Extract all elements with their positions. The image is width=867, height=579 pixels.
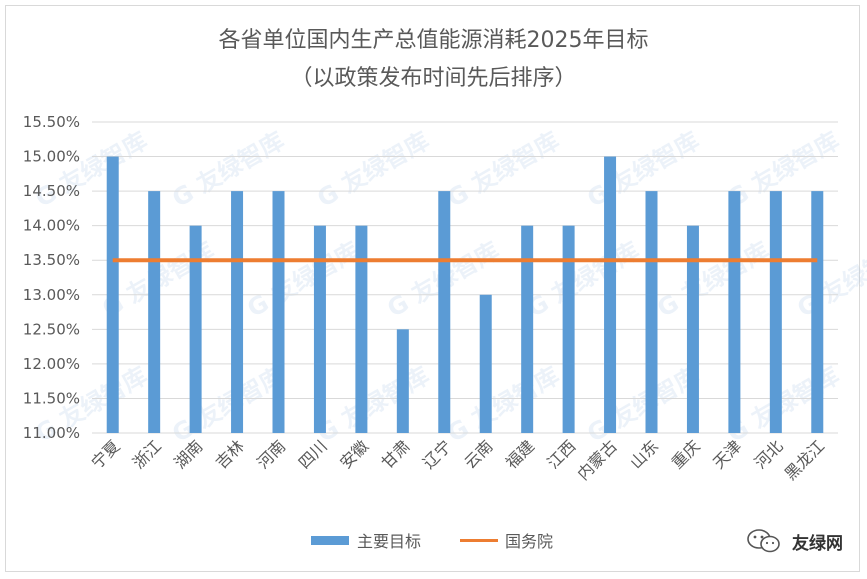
x-tick-label: 吉林 bbox=[212, 436, 248, 472]
y-tick-label: 11.50% bbox=[23, 389, 80, 407]
legend-swatch-main-target bbox=[311, 536, 349, 545]
chart-frame bbox=[5, 5, 860, 572]
bar bbox=[272, 191, 285, 433]
x-tick-label: 宁夏 bbox=[87, 436, 123, 472]
x-tick-label: 云南 bbox=[460, 436, 496, 472]
y-tick-label: 11.00% bbox=[23, 424, 80, 442]
wechat-icon bbox=[747, 529, 780, 553]
brand-name: 友绿网 bbox=[792, 534, 843, 554]
bar bbox=[811, 191, 824, 433]
y-tick-label: 13.50% bbox=[23, 251, 80, 269]
x-tick-label: 山东 bbox=[626, 436, 662, 472]
bar bbox=[355, 225, 368, 433]
bar bbox=[604, 156, 617, 434]
brand-badge: 友绿网 bbox=[747, 528, 843, 556]
bar bbox=[189, 225, 202, 433]
y-tick-label: 12.50% bbox=[23, 320, 80, 338]
bar bbox=[106, 156, 119, 434]
x-tick-label: 江西 bbox=[543, 436, 579, 472]
chart-subtitle: （以政策发布时间先后排序） bbox=[290, 66, 577, 91]
y-tick-label: 12.00% bbox=[23, 355, 80, 373]
bar bbox=[521, 225, 534, 433]
x-tick-label: 浙江 bbox=[129, 436, 165, 472]
bar bbox=[686, 225, 699, 433]
x-tick-label: 黑龙江 bbox=[781, 436, 828, 483]
x-tick-label: 福建 bbox=[502, 436, 538, 472]
y-tick-label: 14.00% bbox=[23, 217, 80, 235]
x-tick-label: 甘肃 bbox=[378, 436, 414, 472]
x-tick-label: 四川 bbox=[295, 436, 331, 472]
bar bbox=[438, 191, 451, 433]
x-tick-label: 天津 bbox=[709, 436, 745, 472]
legend: 主要目标 国务院 bbox=[0, 528, 867, 552]
x-tick-label: 安徽 bbox=[336, 436, 372, 472]
bar bbox=[728, 191, 741, 433]
bar bbox=[769, 191, 782, 433]
y-tick-label: 15.00% bbox=[23, 148, 80, 166]
bar bbox=[231, 191, 244, 433]
bar bbox=[396, 329, 409, 433]
y-tick-label: 15.50% bbox=[23, 113, 80, 131]
x-tick-label: 重庆 bbox=[668, 436, 704, 472]
y-tick-label: 13.00% bbox=[23, 286, 80, 304]
bar bbox=[562, 225, 575, 433]
legend-swatch-state-council bbox=[460, 539, 498, 542]
bar bbox=[645, 191, 658, 433]
bar bbox=[148, 191, 161, 433]
x-tick-label: 河北 bbox=[751, 436, 787, 472]
x-tick-label: 湖南 bbox=[170, 436, 206, 472]
x-tick-label: 辽宁 bbox=[419, 436, 455, 472]
bar bbox=[313, 225, 326, 433]
legend-label-state-council: 国务院 bbox=[505, 532, 554, 551]
chart-title: 各省单位国内生产总值能源消耗2025年目标 bbox=[218, 28, 649, 53]
y-tick-label: 14.50% bbox=[23, 182, 80, 200]
bar bbox=[479, 294, 492, 433]
legend-label-main-target: 主要目标 bbox=[357, 532, 422, 551]
x-tick-label: 河南 bbox=[253, 436, 289, 472]
x-tick-label: 内蒙古 bbox=[573, 436, 620, 483]
